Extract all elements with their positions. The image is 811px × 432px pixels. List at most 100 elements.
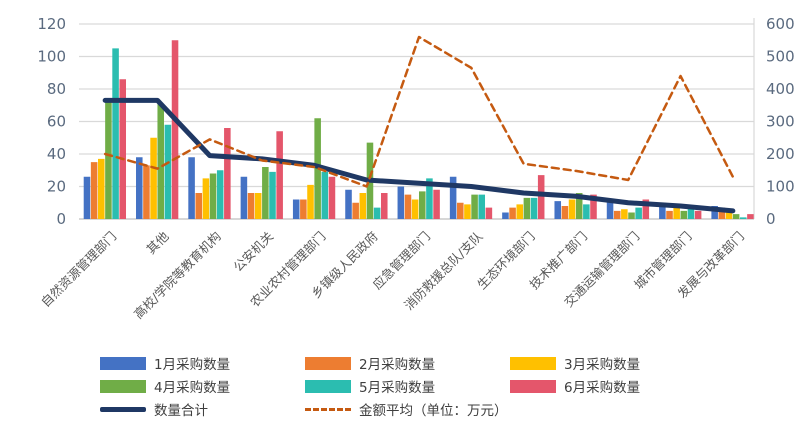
legend-swatch-bar — [305, 356, 351, 370]
bar-month6-cat11 — [642, 199, 650, 219]
bar-month2-cat7 — [404, 194, 412, 219]
bar-month5-cat2 — [164, 124, 172, 219]
right-axis-tick-label: 200 — [766, 145, 795, 163]
bar-month5-cat7 — [426, 178, 433, 219]
bar-month1-cat12 — [659, 202, 666, 219]
bar-month5-cat12 — [687, 207, 695, 219]
category-label: 公安机关 — [230, 229, 276, 275]
bar-month4-cat2 — [157, 103, 165, 219]
bar-month1-cat6 — [345, 189, 352, 219]
legend-label: 金额平均（单位：万元） — [359, 403, 508, 419]
legend-label: 4月采购数量 — [154, 380, 231, 396]
legend-item[interactable]: 3月采购数量 — [510, 354, 641, 373]
bar-month6-cat9 — [537, 175, 545, 219]
category-label: 其他 — [143, 228, 172, 257]
bar-month4-cat4 — [262, 167, 269, 219]
bar-month1-cat4 — [240, 176, 248, 219]
bar-month5-cat3 — [216, 170, 224, 219]
legend-swatch-bar — [100, 356, 146, 370]
bar-month3-cat1 — [98, 158, 105, 219]
bar-month5-cat1 — [112, 48, 119, 219]
legend-label: 3月采购数量 — [564, 357, 641, 373]
left-axis-tick-label: 100 — [37, 48, 66, 66]
bar-month3-cat10 — [568, 199, 576, 219]
legend-swatch-bar — [510, 379, 556, 393]
legend-label: 1月采购数量 — [154, 357, 231, 373]
bar-month1-cat9 — [502, 212, 509, 219]
bar-month6-cat5 — [328, 176, 336, 219]
bar-month1-cat10 — [554, 201, 562, 219]
category-label: 高校/学院等教育机构 — [131, 229, 224, 322]
chart-legend: 1月采购数量 2月采购数量 3月采购数量 4月采购数量 5月采购数量 6月采购数量数量合计… — [0, 348, 811, 428]
bar-month3-cat9 — [516, 204, 524, 219]
bar-month3-cat4 — [254, 193, 262, 219]
left-axis-tick-label: 40 — [47, 145, 66, 163]
bar-month5-cat8 — [478, 194, 486, 219]
right-axis-tick-label: 600 — [766, 15, 795, 33]
bar-month2-cat6 — [352, 202, 359, 219]
bar-month2-cat5 — [300, 199, 307, 219]
legend-label: 6月采购数量 — [564, 380, 641, 396]
legend-item[interactable]: 数量合计 — [100, 400, 208, 419]
bar-month6-cat12 — [694, 210, 702, 219]
bar-month2-cat4 — [247, 193, 255, 219]
legend-swatch-dashed-line — [305, 407, 351, 411]
bar-month6-cat2 — [171, 40, 179, 219]
bar-month2-cat1 — [90, 162, 98, 219]
legend-swatch-bar — [510, 356, 556, 370]
bar-month3-cat7 — [411, 199, 419, 219]
bar-month2-cat10 — [561, 206, 569, 219]
bar-month4-cat7 — [419, 191, 426, 219]
bar-month1-cat1 — [83, 176, 91, 219]
left-axis-tick-label: 20 — [47, 178, 66, 196]
bar-month2-cat12 — [666, 210, 673, 219]
bar-month3-cat5 — [307, 184, 314, 219]
bar-month3-cat11 — [621, 209, 628, 219]
bar-month4-cat13 — [732, 214, 740, 219]
bar-month1-cat11 — [606, 201, 614, 219]
bar-month6-cat13 — [747, 214, 754, 219]
bar-month5-cat10 — [583, 204, 590, 219]
legend-item[interactable]: 2月采购数量 — [305, 354, 436, 373]
bar-month2-cat11 — [613, 210, 621, 219]
right-axis-tick-label: 300 — [766, 113, 795, 131]
bar-month4-cat10 — [575, 193, 583, 219]
bar-month6-cat8 — [485, 207, 493, 219]
left-axis-tick-label: 60 — [47, 113, 66, 131]
bar-month4-cat8 — [471, 194, 478, 219]
bar-month5-cat5 — [321, 171, 329, 219]
legend-item[interactable]: 6月采购数量 — [510, 377, 641, 396]
bar-month4-cat11 — [628, 212, 635, 219]
bar-month2-cat9 — [509, 207, 516, 219]
bar-month4-cat1 — [105, 100, 112, 219]
left-axis-tick-label: 120 — [37, 15, 66, 33]
legend-swatch-line — [100, 403, 146, 416]
bar-month5-cat11 — [635, 207, 642, 219]
bar-month3-cat6 — [359, 193, 367, 219]
left-axis-tick-label: 0 — [56, 210, 66, 228]
right-axis-tick-label: 0 — [766, 210, 776, 228]
left-axis-tick-label: 80 — [47, 80, 66, 98]
right-axis-tick-label: 500 — [766, 48, 795, 66]
bar-month1-cat13 — [711, 206, 718, 219]
legend-swatch-line — [305, 403, 351, 416]
bar-month4-cat3 — [209, 173, 217, 219]
bar-month6-cat3 — [224, 128, 231, 219]
category-label: 自然资源管理部门 — [38, 229, 119, 310]
legend-item[interactable]: 4月采购数量 — [100, 377, 231, 396]
bar-month2-cat3 — [195, 193, 203, 219]
legend-item[interactable]: 1月采购数量 — [100, 354, 231, 373]
bar-month5-cat4 — [269, 171, 276, 219]
bar-month3-cat3 — [202, 178, 210, 219]
bar-month5-cat6 — [373, 207, 381, 219]
bar-month6-cat6 — [380, 193, 388, 219]
legend-item[interactable]: 金额平均（单位：万元） — [305, 400, 508, 419]
legend-swatch-bar — [305, 379, 351, 393]
bar-month1-cat7 — [397, 186, 405, 219]
right-axis-tick-label: 100 — [766, 178, 795, 196]
bar-month5-cat9 — [530, 197, 538, 219]
chart-plot-area: 0 20 40 60 80 100 120 0 100 200 300 400 500 600 自然资源管理… — [37, 15, 795, 322]
legend-item[interactable]: 5月采购数量 — [305, 377, 435, 396]
legend-label: 2月采购数量 — [359, 357, 436, 373]
